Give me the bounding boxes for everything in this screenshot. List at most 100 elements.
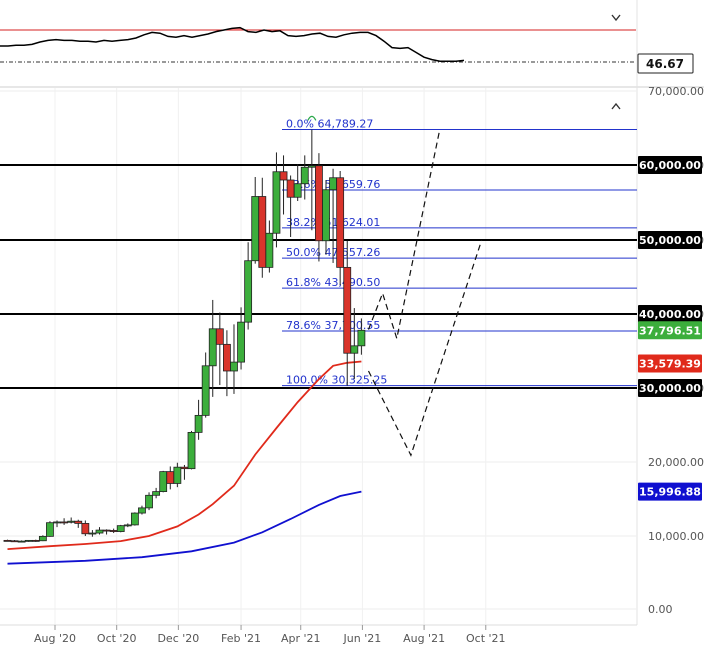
candlestick (102, 529, 111, 535)
candle-body (237, 321, 245, 363)
candlestick (336, 171, 345, 286)
candlestick (343, 240, 352, 386)
candle-body (336, 177, 345, 268)
level-price-badge-text: 30,000.00 (639, 382, 701, 395)
chevron-up-icon[interactable] (611, 102, 621, 110)
candle-body (74, 520, 83, 524)
projection-path (367, 239, 483, 457)
candle-body (286, 179, 295, 198)
candle-body (357, 329, 366, 347)
candle-body (67, 520, 76, 523)
candlesticks (3, 115, 366, 543)
candlestick (166, 466, 175, 490)
candle-body (230, 361, 238, 372)
last-price-badge-text: 37,796.51 (639, 324, 701, 337)
level-price-badge-box (638, 305, 702, 323)
candle-body (10, 540, 19, 543)
candlestick (60, 518, 69, 525)
candlestick (215, 312, 224, 386)
candlestick (17, 540, 26, 543)
time-tick-label: Aug '21 (403, 632, 445, 645)
candle-body (343, 266, 352, 354)
level-price-badge-text: 50,000.00 (639, 234, 701, 247)
candle-body (24, 539, 33, 542)
moving-averages (7, 360, 362, 565)
candle-body (350, 345, 359, 354)
oscillator-value-badge: 46.67 (637, 53, 694, 74)
ma-red-badge-text: 33,579.39 (639, 358, 701, 371)
candlestick (67, 517, 76, 524)
candle-body (116, 525, 125, 532)
ma-red-badge: 33,579.39 (638, 354, 702, 373)
level-price-badge-box (638, 231, 702, 249)
fibonacci-level-label: 0.0% 64,789.27 (286, 118, 373, 131)
price-labels: 60,000.00 50,000.00 40,000.00 30,000.00 37,7… (638, 156, 702, 501)
oscillator-pane (0, 0, 636, 86)
level-price-badge-text: 40,000.00 (639, 308, 701, 321)
candlestick (81, 520, 90, 536)
candle-body (329, 177, 337, 191)
candle-body (279, 171, 288, 181)
chevron-down-icon[interactable] (611, 14, 621, 22)
level-price-badge-text: 60,000.00 (639, 159, 701, 172)
time-tick-label: Oct '21 (466, 632, 506, 645)
last-price-badge: 37,796.51 (638, 321, 702, 340)
candle-body (46, 522, 54, 537)
candle-body (215, 328, 224, 345)
candlestick (201, 352, 210, 418)
price-tick-label: 20,000.00 (648, 456, 704, 469)
candlestick (293, 164, 302, 201)
candle-body (258, 196, 267, 268)
time-tick-label: Dec '20 (157, 632, 199, 645)
candle-body (152, 491, 161, 496)
candlestick (237, 307, 245, 370)
candlestick (95, 527, 104, 535)
candle-body (315, 165, 323, 242)
candle-body (293, 183, 302, 198)
candle-body (300, 166, 309, 185)
price-tick-label: 10,000.00 (648, 530, 704, 543)
candlestick (208, 299, 217, 397)
candlestick (74, 519, 83, 528)
time-tick-label: Aug '20 (34, 632, 76, 645)
level-price-badge: 50,000.00 (638, 231, 702, 249)
candle-body (17, 540, 26, 543)
candlestick (194, 399, 203, 440)
candle-body (180, 466, 189, 470)
candlestick (244, 242, 253, 330)
candlestick (223, 330, 231, 397)
time-tick-label: Oct '20 (97, 632, 137, 645)
oscillator-line (0, 26, 465, 62)
candlestick (46, 521, 54, 537)
peak-marker (307, 115, 317, 121)
candle-body (95, 529, 104, 534)
candlestick (265, 220, 274, 273)
candle-body (194, 414, 203, 433)
candle-body (272, 171, 281, 234)
level-price-badge: 40,000.00 (638, 305, 702, 323)
candle-body (38, 535, 47, 542)
candle-body (145, 494, 153, 509)
candle-body (173, 466, 182, 484)
ma-blue-badge: 15,996.88 (638, 482, 702, 501)
candle-body (159, 471, 168, 492)
oscillator-value-text: 46.67 (646, 57, 684, 71)
candlestick (258, 177, 267, 278)
moving-average-line (7, 490, 362, 565)
candlestick (279, 155, 288, 215)
time-axis: Aug '20 Oct '20 Dec '20 Feb '21 Apr '21 Jun '… (0, 624, 637, 645)
fibonacci-level-label: 61.8% 43,490.50 (286, 276, 380, 289)
candlestick (152, 487, 161, 499)
candlestick (3, 539, 12, 542)
projection-path (367, 131, 440, 341)
candle-body (251, 196, 260, 262)
candlestick (145, 492, 153, 511)
last-price-badge-box (638, 321, 702, 340)
candlestick (130, 512, 139, 526)
moving-average-line (7, 360, 362, 550)
time-tick-label: Feb '21 (221, 632, 261, 645)
candle-body (81, 523, 90, 535)
ma-blue-badge-text: 15,996.88 (639, 486, 701, 499)
candlestick (38, 535, 47, 542)
